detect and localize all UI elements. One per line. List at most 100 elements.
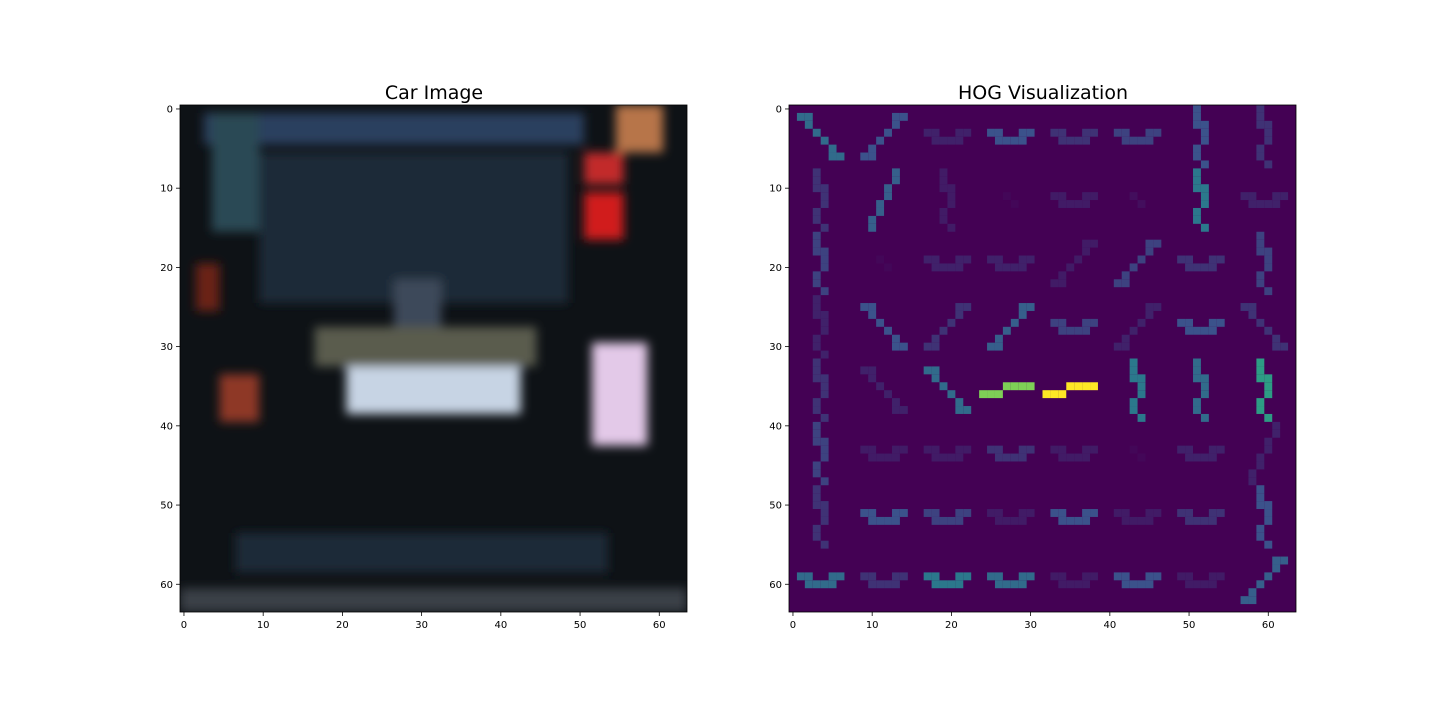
- hog-cell: [987, 255, 995, 264]
- hog-cell: [1066, 263, 1075, 272]
- hog-cell: [1129, 398, 1138, 407]
- hog-cell: [963, 303, 972, 311]
- hog-cell: [1153, 128, 1162, 137]
- hog-cell: [1074, 382, 1083, 391]
- hog-cell: [1256, 493, 1265, 502]
- hog-cell: [1256, 105, 1265, 113]
- hog-cell: [812, 128, 821, 137]
- hog-cell: [931, 580, 940, 589]
- hog-cell: [1129, 366, 1138, 375]
- hog-cell: [1002, 580, 1011, 589]
- hog-cell: [828, 152, 837, 161]
- hog-cell: [1272, 556, 1281, 565]
- hog-cell: [939, 168, 948, 177]
- hog-cell: [931, 128, 940, 137]
- hog-cell: [1200, 516, 1209, 525]
- hog-cell: [1193, 398, 1201, 407]
- hog-cell: [923, 509, 932, 517]
- hog-cell: [1010, 516, 1019, 525]
- hog-cell: [1082, 239, 1091, 248]
- hog-cell: [1058, 572, 1067, 581]
- hog-cell: [804, 572, 813, 581]
- hog-cell: [820, 477, 829, 486]
- hog-cell: [1264, 326, 1273, 335]
- hog-cell: [1129, 445, 1138, 454]
- hog-cell: [1185, 572, 1194, 581]
- hog-cell: [1200, 382, 1209, 391]
- hog-y-tick-label: 20: [769, 263, 782, 274]
- hog-cell: [812, 501, 821, 510]
- hog-cell: [1074, 453, 1083, 462]
- hog-cell: [947, 516, 956, 525]
- hog-cell: [1018, 509, 1027, 517]
- hog-cell: [876, 453, 885, 462]
- hog-cell: [963, 572, 972, 581]
- hog-cell: [899, 572, 908, 581]
- hog-cell: [1216, 445, 1225, 454]
- hog-cell: [1193, 215, 1201, 224]
- hog-cell: [1145, 136, 1154, 145]
- hog-cell: [1177, 509, 1186, 517]
- hog-cell: [820, 453, 829, 462]
- hog-cell: [955, 445, 964, 454]
- hog-cell: [1137, 255, 1146, 264]
- hog-cell: [812, 168, 821, 177]
- hog-cell: [947, 223, 956, 232]
- hog-cell: [1256, 112, 1265, 121]
- hog-cell: [1185, 255, 1194, 264]
- hog-cell: [1264, 255, 1273, 264]
- hog-cell: [884, 516, 892, 525]
- hog-cell: [1200, 374, 1209, 383]
- hog-cell: [1113, 279, 1122, 288]
- hog-cell: [1121, 580, 1130, 589]
- hog-cell: [812, 176, 821, 185]
- hog-cell: [796, 112, 805, 121]
- hog-cell: [963, 128, 972, 137]
- hog-cell: [1026, 445, 1035, 454]
- hog-cell: [1264, 136, 1273, 145]
- hog-cell: [820, 540, 829, 549]
- hog-cell: [812, 279, 821, 288]
- hog-cell: [1193, 120, 1201, 129]
- hog-cell: [1058, 136, 1067, 145]
- car-image-y-tick-label: 0: [167, 104, 173, 115]
- hog-cell: [1185, 263, 1194, 272]
- hog-cell: [1026, 128, 1035, 137]
- hog-cell: [812, 398, 821, 407]
- car-image-region: [259, 152, 569, 304]
- hog-cell: [1129, 358, 1138, 367]
- hog-cell: [884, 263, 892, 272]
- hog-cell: [1200, 390, 1209, 399]
- hog-cell: [1137, 374, 1146, 383]
- hog-cell: [820, 509, 829, 517]
- hog-cell: [891, 398, 900, 407]
- hog-cell: [1256, 532, 1265, 541]
- hog-cell: [939, 382, 948, 391]
- hog-cell: [876, 580, 885, 589]
- hog-cell: [868, 374, 877, 383]
- hog-cell: [931, 516, 940, 525]
- hog-cell: [812, 310, 821, 319]
- hog-cell: [899, 509, 908, 517]
- hog-cell: [1193, 176, 1201, 185]
- hog-cell: [899, 406, 908, 414]
- hog-cell: [1090, 382, 1098, 391]
- hog-cell: [812, 493, 821, 502]
- hog-cell: [1026, 303, 1035, 311]
- hog-cell: [1129, 580, 1138, 589]
- hog-cell: [1193, 326, 1201, 335]
- hog-cell: [1129, 406, 1138, 414]
- hog-cell: [1066, 326, 1075, 335]
- hog-cell: [1082, 192, 1091, 201]
- hog-cell: [1200, 326, 1209, 335]
- hog-cell: [812, 247, 821, 256]
- hog-cell: [1264, 247, 1273, 256]
- hog-cell: [812, 303, 821, 311]
- hog-cell: [931, 136, 940, 145]
- hog-axes-frame: [788, 104, 1297, 613]
- hog-cell: [1137, 516, 1146, 525]
- hog-cell: [1090, 445, 1098, 454]
- hog-cell: [1208, 255, 1217, 264]
- hog-cell: [1200, 184, 1209, 193]
- hog-cell: [1200, 192, 1209, 201]
